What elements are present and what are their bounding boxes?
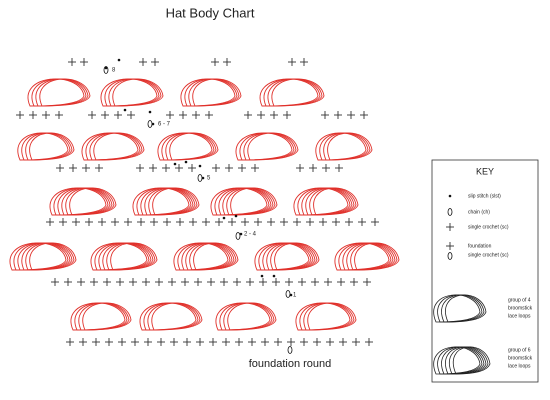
broomstick-loop — [39, 78, 91, 107]
broomstick-loop — [29, 132, 75, 161]
slip-stitch — [222, 216, 226, 220]
slip-stitch — [201, 176, 205, 180]
key-title: KEY — [476, 166, 494, 176]
broomstick-loop — [307, 302, 357, 331]
broomstick-loop — [69, 187, 117, 216]
slip-stitch — [151, 122, 155, 126]
key-label: lace loops — [508, 313, 531, 319]
broomstick-loop — [93, 132, 145, 161]
slip-stitch — [148, 110, 152, 114]
broomstick-loop — [247, 132, 299, 161]
chain — [103, 66, 109, 74]
slip-stitch — [272, 274, 276, 278]
broomstick-loop — [271, 78, 325, 107]
footer-label: foundation round — [249, 358, 332, 370]
broomstick-loop — [445, 346, 487, 375]
broomstick-loop — [152, 187, 200, 216]
slip-stitch — [104, 66, 108, 70]
slip-stitch — [260, 274, 264, 278]
key-label: broomstick — [508, 305, 533, 311]
slip-stitch — [198, 164, 202, 168]
chain — [447, 252, 453, 260]
slip-stitch — [448, 194, 452, 198]
key-label: slip stitch (slst) — [468, 193, 501, 199]
broomstick-loop — [230, 187, 278, 216]
broomstick-loop — [169, 132, 219, 161]
key-label: chain (ch) — [468, 209, 490, 215]
row-label: 2 - 4 — [244, 232, 257, 238]
row-label: 6 - 7 — [158, 122, 171, 128]
broomstick-loop — [82, 302, 132, 331]
row-label: 8 — [112, 68, 116, 74]
row-label: 5 — [207, 176, 211, 182]
broomstick-loop — [110, 242, 158, 271]
broomstick-loop — [227, 302, 277, 331]
key-label: lace loops — [508, 363, 531, 369]
broomstick-loop — [445, 294, 487, 323]
broomstick-loop — [151, 302, 203, 331]
key-label: foundation — [468, 243, 492, 249]
broomstick-loop — [274, 242, 320, 271]
broomstick-loop — [453, 346, 491, 375]
broomstick-loop — [327, 132, 373, 161]
key-label: group of 6 — [508, 347, 531, 353]
slip-stitch — [173, 162, 177, 166]
broomstick-loop — [441, 346, 485, 375]
chain — [447, 208, 453, 216]
chain — [197, 174, 203, 182]
chain — [147, 120, 153, 128]
broomstick-loop — [192, 78, 242, 107]
broomstick-loop — [313, 187, 359, 216]
slip-stitch — [234, 214, 238, 218]
broomstick-loop — [354, 242, 400, 271]
title: Hat Body Chart — [166, 5, 255, 20]
slip-stitch — [117, 58, 121, 62]
broomstick-loop — [112, 78, 164, 107]
slip-stitch — [289, 293, 293, 297]
broomstick-loop — [193, 242, 239, 271]
chain — [287, 346, 293, 354]
key-label: single crochet (sc) — [468, 224, 509, 230]
slip-stitch — [239, 232, 243, 236]
slip-stitch — [123, 108, 127, 112]
slip-stitch — [184, 160, 188, 164]
broomstick-loop — [449, 346, 489, 375]
key-label: group of 4 — [508, 297, 531, 303]
key-label: broomstick — [508, 355, 533, 361]
broomstick-loop — [441, 294, 485, 323]
key-label: single crochet (sc) — [468, 252, 509, 258]
chain — [285, 290, 291, 298]
key-box — [431, 159, 539, 383]
row-label: 1 — [293, 293, 297, 299]
chain — [235, 232, 241, 240]
broomstick-loop — [29, 242, 77, 271]
